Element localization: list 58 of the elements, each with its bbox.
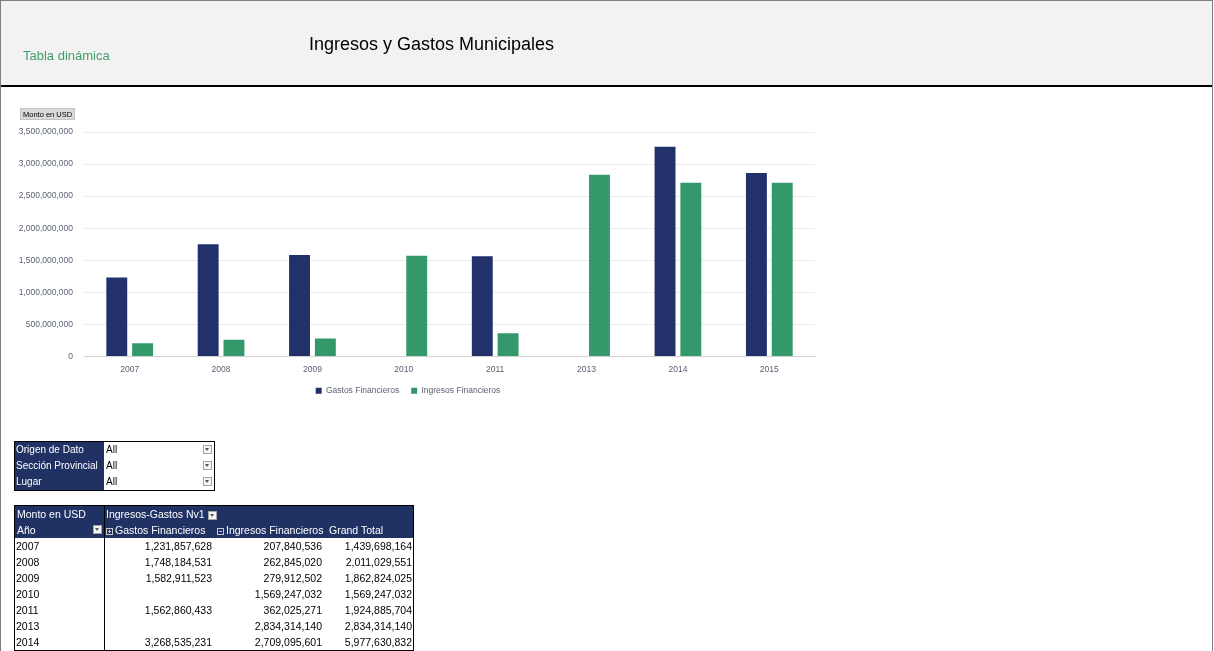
text: Origen de Dato [16,444,84,455]
x-tick-label: 2013 [577,363,597,374]
y-tick-label: 3,000,000,000 [18,158,74,169]
text: 1,231,857,628 [144,540,212,552]
text: 1,439,698,164 [344,540,412,552]
category-label: 2014 [16,636,40,648]
text: 279,912,502 [263,572,322,584]
text: 2,834,314,140 [344,620,412,632]
text: 1,862,824,025 [344,572,412,584]
text: 1,569,247,032 [254,588,322,600]
text: All [106,444,118,455]
chart-title: Ingresos y Gastos Municipales [309,34,555,54]
x-tick-label: 2008 [211,363,231,374]
text: 2,011,029,551 [345,556,412,568]
y-tick-label: 1,500,000,000 [18,254,74,265]
category-label: 2007 [16,540,40,552]
category-label: 2011 [16,604,39,616]
text: All [106,460,118,471]
legend-label: Gastos Financieros [325,385,400,396]
x-tick-label: 2014 [668,363,688,374]
text: 1,569,247,032 [344,588,412,600]
x-tick-label: 2011 [486,363,505,374]
y-tick-label: 0 [68,350,74,361]
y-tick-label: 2,500,000,000 [18,190,74,201]
text: 1,562,860,433 [144,604,212,616]
text: 262,845,020 [263,556,322,568]
x-tick-label: 2007 [120,363,140,374]
y-tick-label: 3,500,000,000 [18,126,74,137]
text: Lugar [16,476,42,487]
x-tick-label: 2010 [394,363,414,374]
text: Sección Provincial [16,460,98,471]
category-label: 2008 [16,556,40,568]
x-tick-label: 2015 [759,363,780,374]
text: 3,268,535,231 [144,636,212,648]
y-tick-label: 2,000,000,000 [18,222,74,233]
text: 2,709,095,601 [254,636,322,648]
text: Monto en USD [17,508,86,520]
y-tick-label: 1,000,000,000 [18,286,74,297]
text: Ingresos Financieros [226,524,324,536]
text: 2,834,314,140 [254,620,322,632]
text: 207,840,536 [263,540,322,552]
x-tick-label: 2009 [302,363,323,374]
category-label: 2009 [16,572,40,584]
text: All [106,476,118,487]
text: 1,582,911,523 [145,572,212,584]
text: Grand Total [329,524,384,536]
text: Tabla dinámica [23,48,110,63]
text: 5,977,630,832 [344,636,412,648]
text: Gastos Financieros [115,524,206,536]
y-tick-label: 500,000,000 [25,318,74,329]
text: 1,748,184,531 [144,556,212,568]
text: 362,025,271 [263,604,322,616]
text: Ingresos-Gastos Nv1 [106,508,205,520]
category-label: 2013 [16,620,40,632]
category-label: 2010 [16,588,40,600]
text: Año [17,524,36,536]
legend-label: Ingresos Financieros [421,385,501,396]
text: 1,924,885,704 [344,604,412,616]
